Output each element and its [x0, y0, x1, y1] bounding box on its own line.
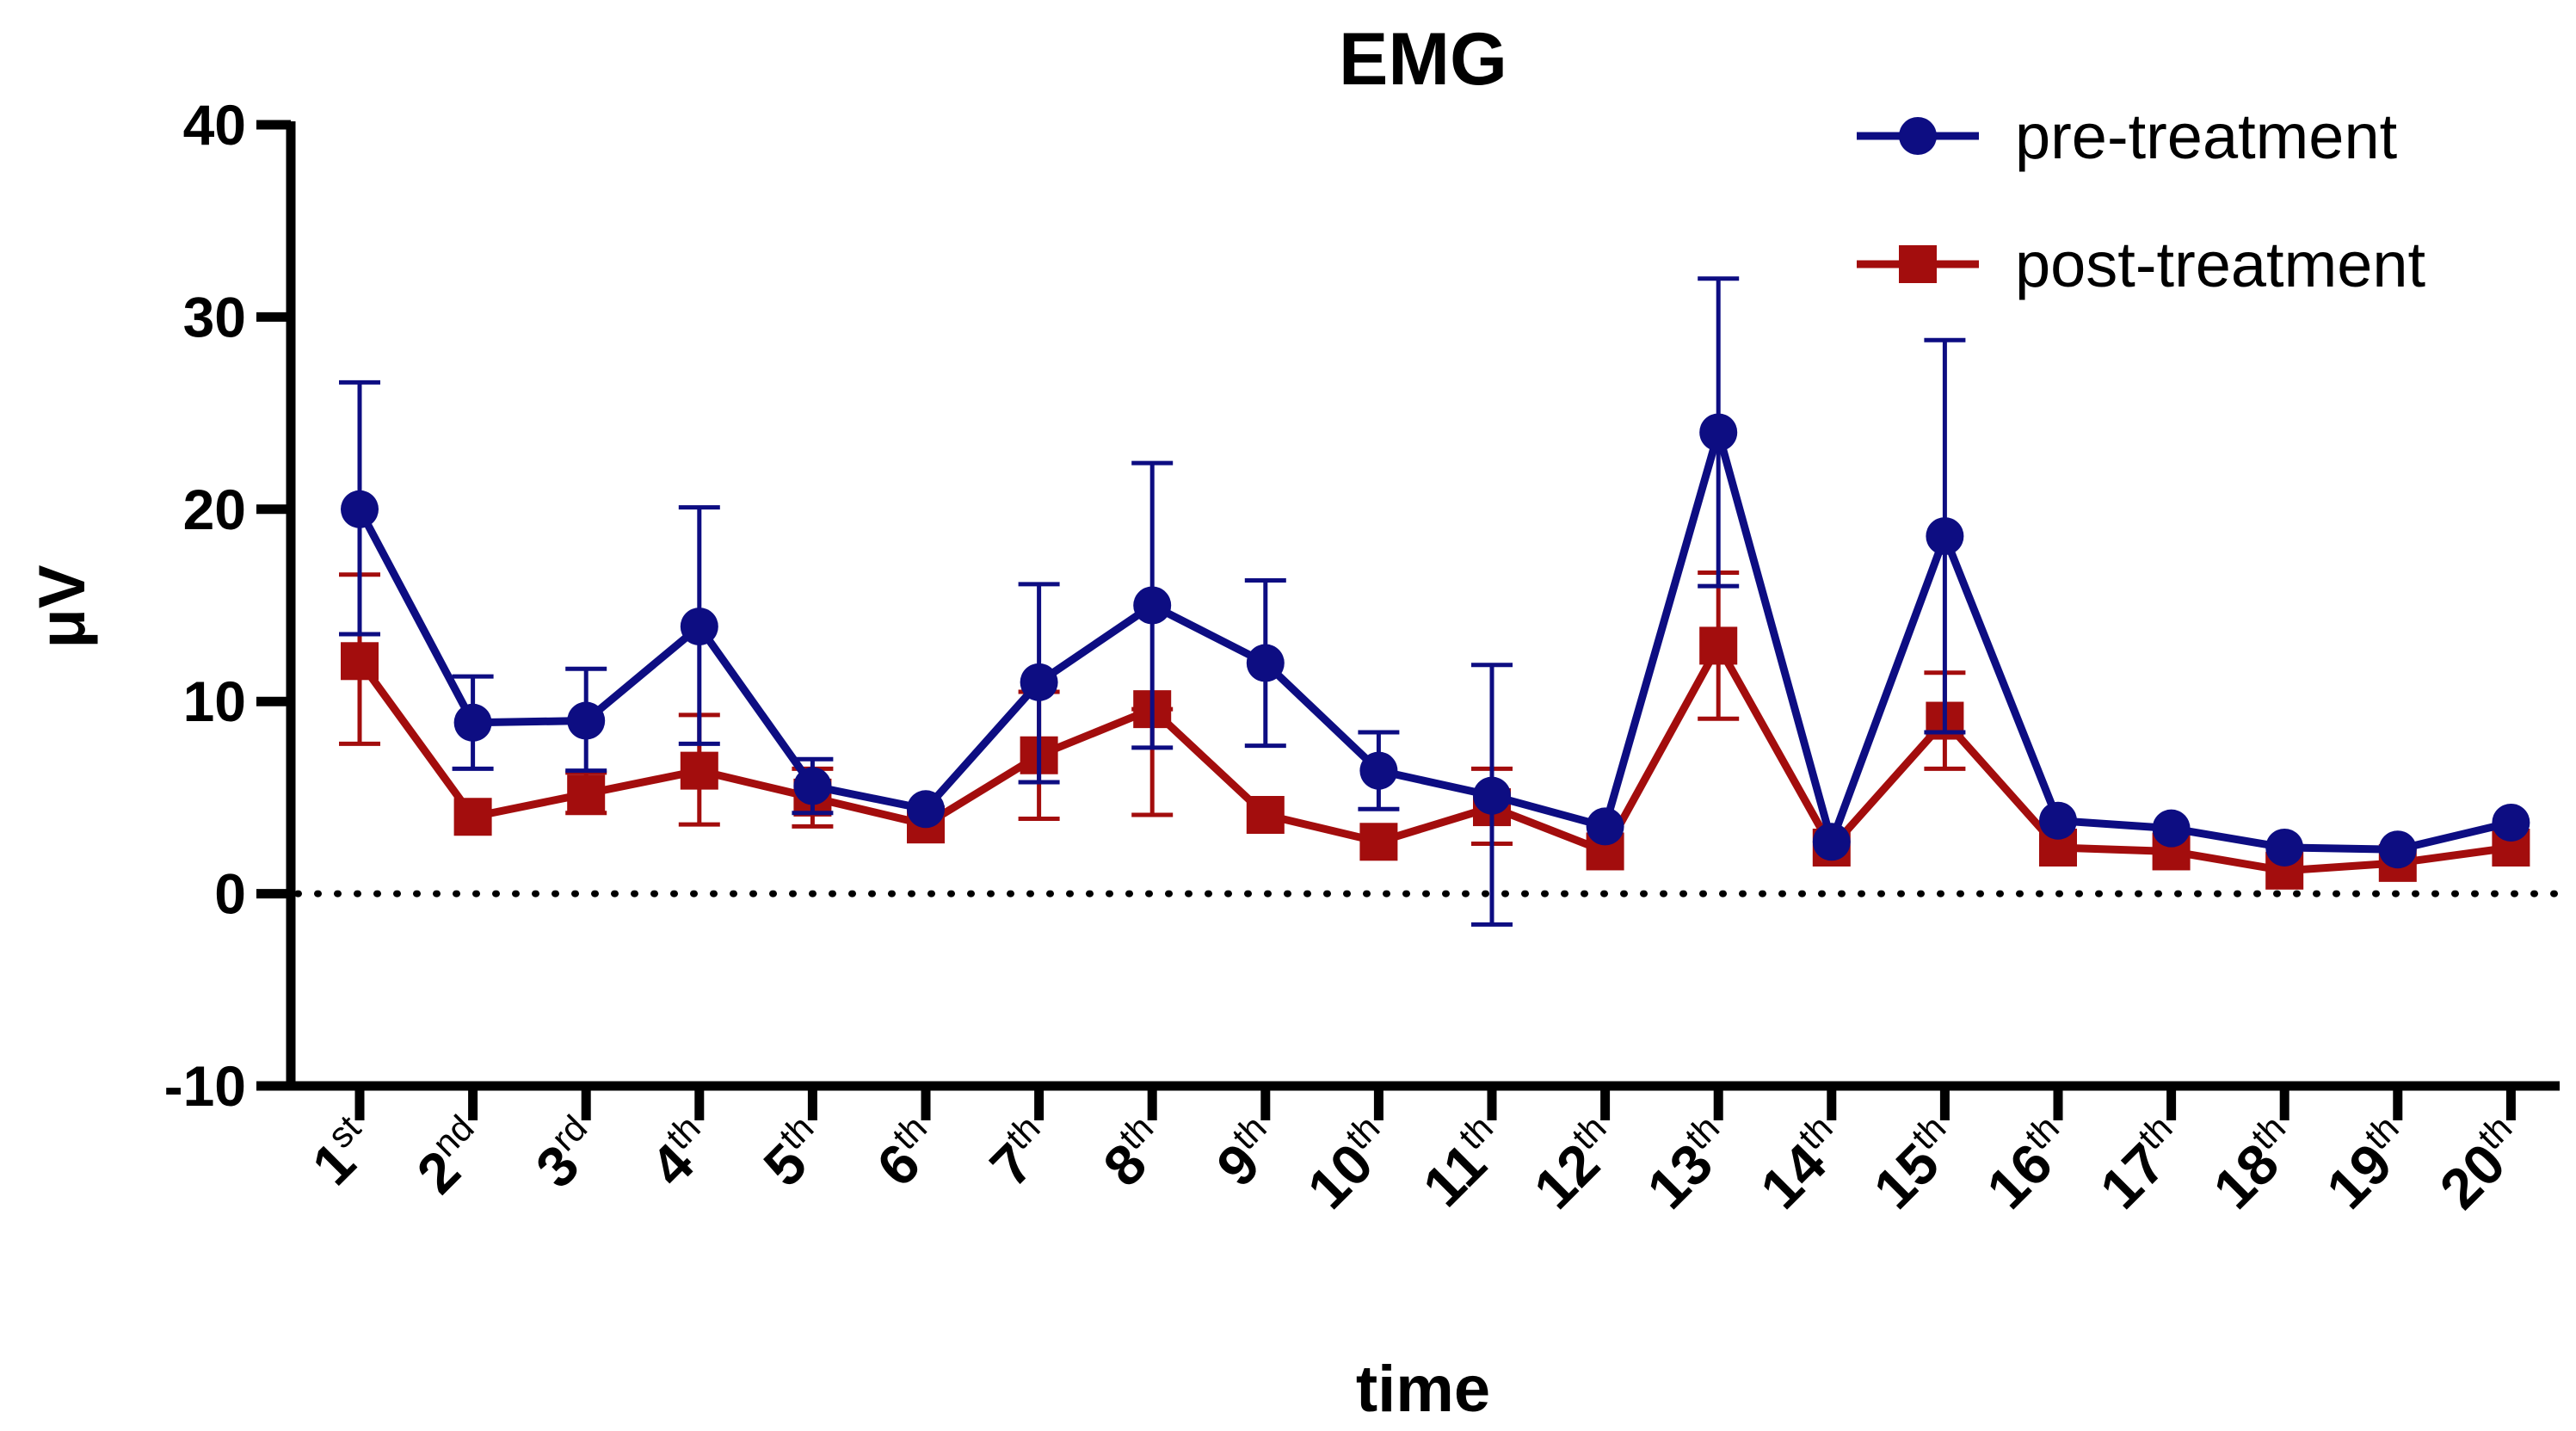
- series-pre-treatment: [339, 276, 2530, 927]
- x-tick-label: 1st: [298, 1107, 387, 1197]
- y-tick-label: 10: [183, 669, 246, 733]
- data-point: [1699, 413, 1738, 452]
- legend: pre-treatment post-treatment: [1857, 101, 2426, 300]
- x-tick-label: 10th: [1292, 1107, 1406, 1221]
- chart-title: EMG: [1339, 18, 1507, 101]
- x-tick-label: 12th: [1519, 1107, 1633, 1221]
- y-tick-label: 40: [183, 93, 246, 157]
- y-tick-label: -10: [164, 1054, 246, 1118]
- data-point: [1926, 517, 1964, 556]
- y-axis-title: μV: [26, 564, 99, 648]
- x-tick-label: 4th: [636, 1107, 727, 1199]
- x-tick-label: 15th: [1858, 1107, 1972, 1221]
- x-tick-label: 16th: [1972, 1107, 2086, 1221]
- y-tick-label: 20: [183, 478, 246, 541]
- data-point: [1359, 823, 1398, 861]
- axes: [286, 121, 2560, 1091]
- legend-marker: [1899, 117, 1937, 155]
- data-point: [567, 774, 606, 813]
- series-layer: [339, 276, 2530, 927]
- x-tick-label: 14th: [1746, 1107, 1859, 1221]
- legend-label: post-treatment: [2015, 229, 2426, 300]
- data-point: [1586, 807, 1624, 846]
- data-point: [680, 608, 718, 646]
- x-tick-label: 6th: [862, 1107, 953, 1199]
- data-point: [341, 490, 379, 528]
- data-point: [453, 703, 492, 742]
- legend-label: pre-treatment: [2015, 101, 2398, 172]
- x-tick-label: 17th: [2086, 1107, 2199, 1221]
- data-point: [341, 642, 379, 681]
- data-point: [1246, 796, 1285, 835]
- y-tick-label: 30: [183, 285, 246, 348]
- x-tick-label: 19th: [2312, 1107, 2425, 1221]
- data-point: [2492, 803, 2530, 842]
- x-tick-label: 8th: [1088, 1107, 1180, 1199]
- data-point: [907, 790, 945, 829]
- data-point: [2039, 801, 2077, 840]
- data-point: [1699, 626, 1738, 665]
- x-tick-label: 2nd: [402, 1107, 500, 1206]
- data-point: [1812, 823, 1851, 861]
- x-tick-label: 3rd: [521, 1107, 614, 1200]
- x-tick-label: 11th: [1408, 1107, 1519, 1218]
- data-point: [1359, 751, 1398, 790]
- legend-item: post-treatment: [1857, 229, 2426, 300]
- x-tick-label: 18th: [2198, 1107, 2312, 1221]
- data-point: [1473, 776, 1511, 815]
- x-tick-label: 7th: [976, 1107, 1067, 1199]
- data-point: [2152, 809, 2191, 848]
- x-tick-label: 5th: [749, 1107, 840, 1199]
- data-point: [2378, 830, 2417, 869]
- series-post-treatment: [339, 571, 2530, 890]
- data-point: [453, 798, 492, 836]
- x-tick-label: 20th: [2425, 1107, 2538, 1221]
- data-point: [567, 701, 606, 740]
- data-point: [1133, 586, 1172, 625]
- data-point: [1246, 644, 1285, 682]
- x-axis-title: time: [1356, 1353, 1490, 1426]
- x-tick-label: 9th: [1202, 1107, 1293, 1199]
- data-point: [793, 767, 832, 805]
- data-point: [2265, 828, 2304, 867]
- legend-marker: [1899, 245, 1937, 283]
- y-axis-ticks: -10 0 10 20 30 40: [164, 93, 291, 1118]
- x-tick-label: 13th: [1632, 1107, 1746, 1221]
- data-point: [1020, 663, 1058, 701]
- data-point: [680, 751, 718, 790]
- y-tick-label: 0: [214, 862, 246, 926]
- legend-item: pre-treatment: [1857, 101, 2398, 172]
